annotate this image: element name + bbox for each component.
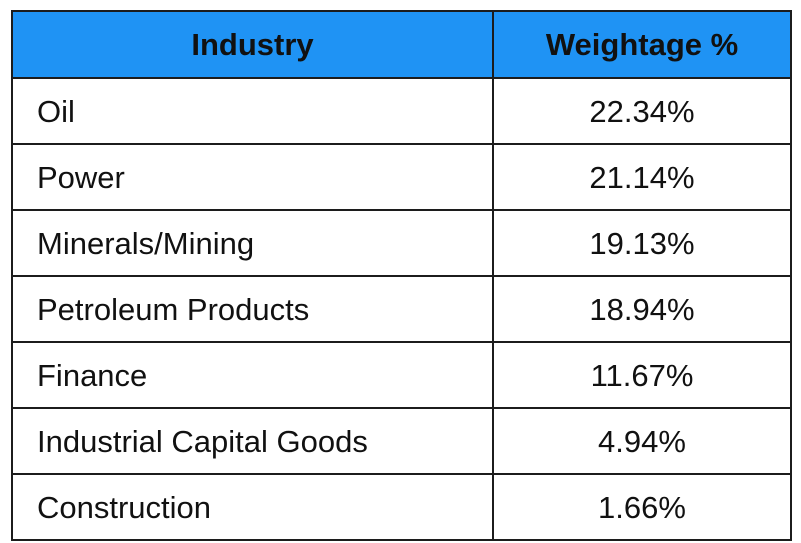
industry-cell: Finance (11, 341, 494, 409)
table-row: Power 21.14% (11, 143, 792, 211)
table-row: Construction 1.66% (11, 473, 792, 541)
weightage-cell: 1.66% (492, 473, 792, 541)
weightage-cell: 11.67% (492, 341, 792, 409)
table-row: Minerals/Mining 19.13% (11, 209, 792, 277)
industry-cell: Oil (11, 77, 494, 145)
header-industry: Industry (11, 10, 494, 79)
weightage-cell: 21.14% (492, 143, 792, 211)
header-row: Industry Weightage % (11, 10, 792, 79)
table-row: Oil 22.34% (11, 77, 792, 145)
industry-cell: Minerals/Mining (11, 209, 494, 277)
industry-cell: Power (11, 143, 494, 211)
industry-cell: Petroleum Products (11, 275, 494, 343)
table-body: Oil 22.34% Power 21.14% Minerals/Mining 19.13… (11, 77, 792, 541)
table-header: Industry Weightage % (11, 10, 792, 79)
industry-cell: Construction (11, 473, 494, 541)
table-row: Finance 11.67% (11, 341, 792, 409)
weightage-cell: 18.94% (492, 275, 792, 343)
header-weightage: Weightage % (492, 10, 792, 79)
industry-cell: Industrial Capital Goods (11, 407, 494, 475)
table-row: Industrial Capital Goods 4.94% (11, 407, 792, 475)
weightage-cell: 4.94% (492, 407, 792, 475)
weightage-cell: 22.34% (492, 77, 792, 145)
industry-weightage-table: Industry Weightage % Oil 22.34% Power 21.14… (11, 10, 792, 541)
weightage-cell: 19.13% (492, 209, 792, 277)
table-row: Petroleum Products 18.94% (11, 275, 792, 343)
